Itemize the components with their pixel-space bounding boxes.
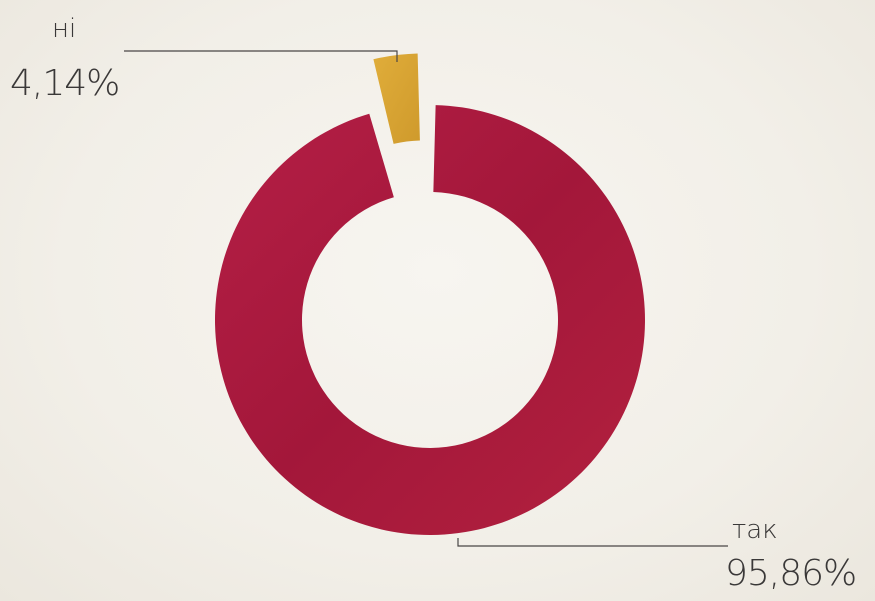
donut-slice-no <box>373 53 420 144</box>
slice-value-yes: 95,86% <box>725 553 857 594</box>
slice-value-no: 4,14% <box>10 63 120 104</box>
leader-lines <box>124 50 728 547</box>
leader-line-no <box>124 50 398 62</box>
donut-slices <box>214 53 645 536</box>
leader-line-yes <box>457 538 728 547</box>
slice-label-yes: так <box>732 515 778 545</box>
donut-slice-yes <box>214 105 645 536</box>
slice-label-no: ні <box>52 14 77 44</box>
